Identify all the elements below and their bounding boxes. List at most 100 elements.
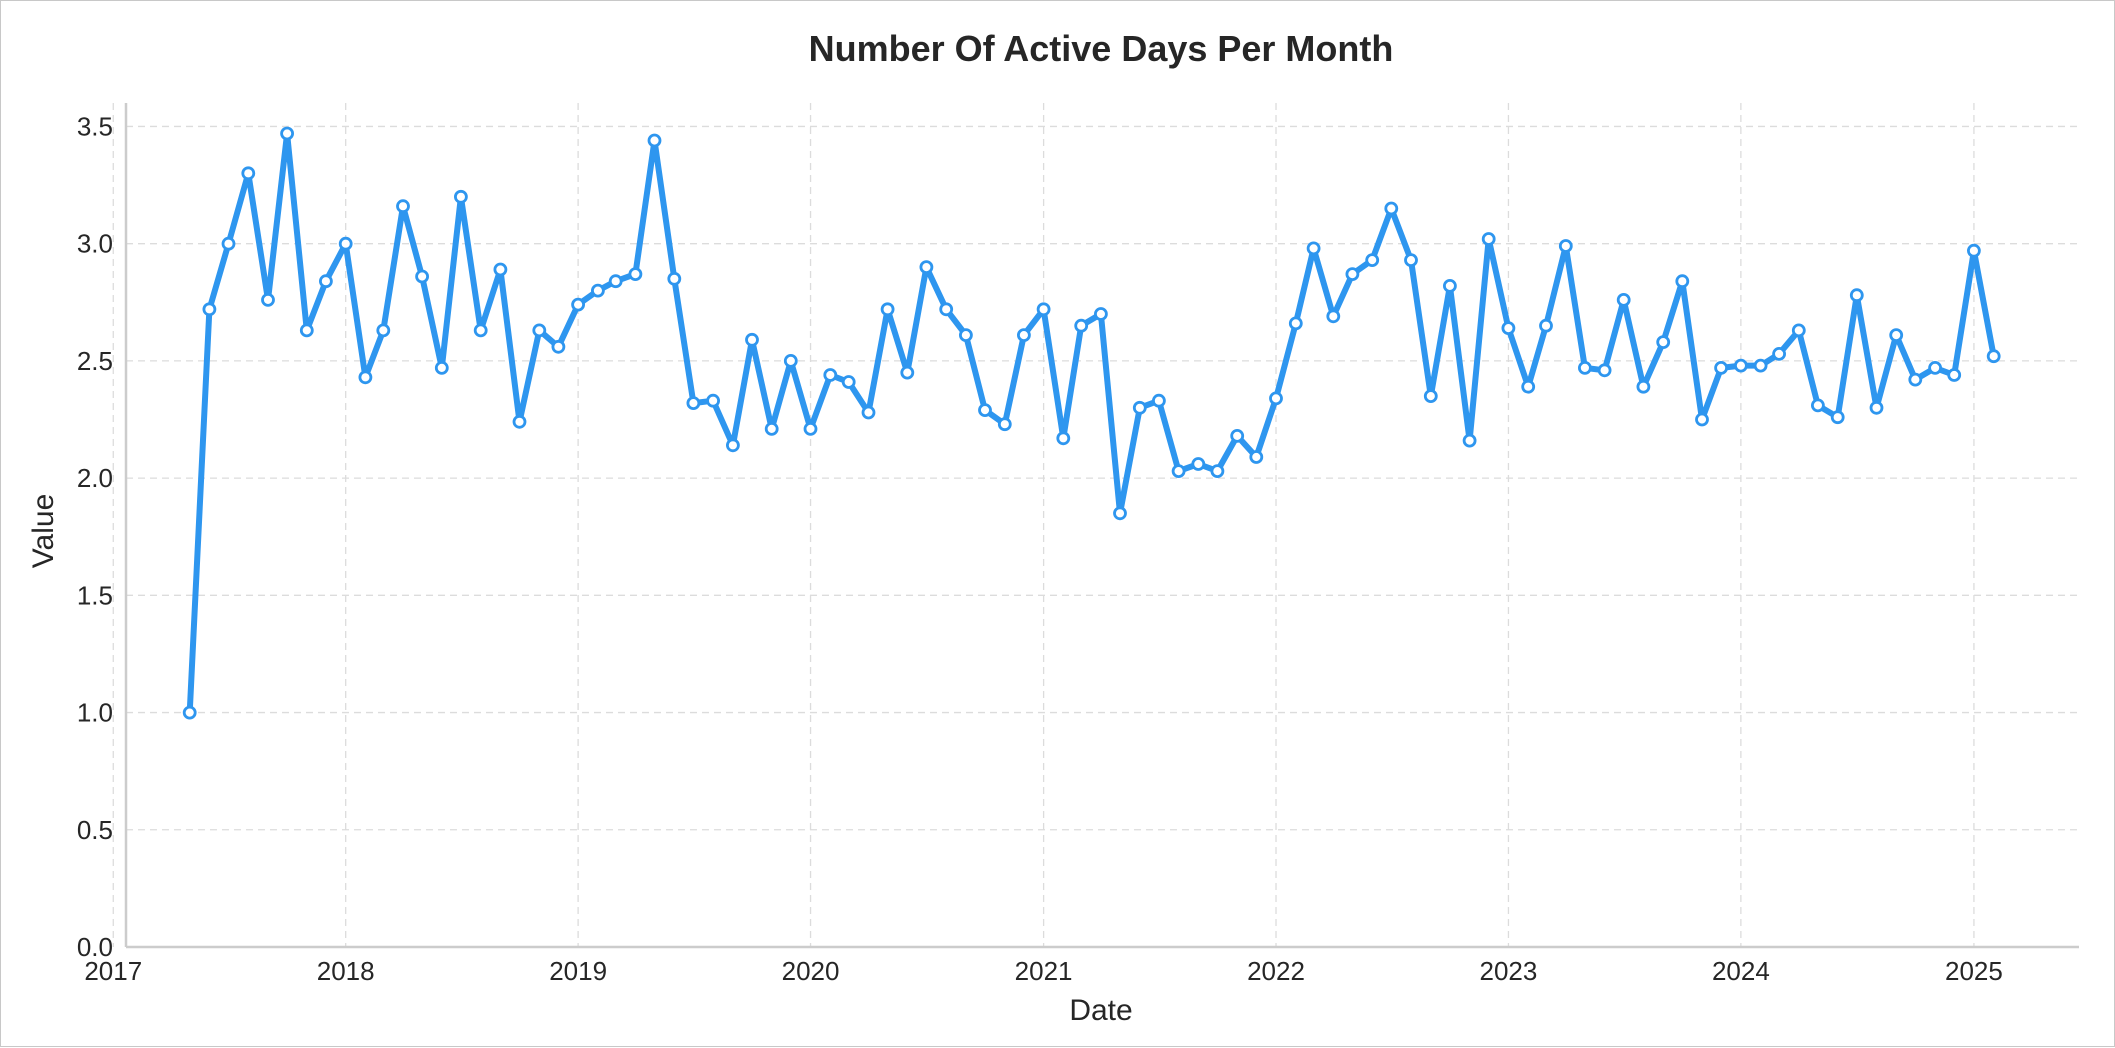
data-point bbox=[415, 269, 430, 284]
data-point bbox=[261, 292, 275, 307]
data-point bbox=[1423, 389, 1438, 404]
data-point bbox=[512, 414, 527, 429]
data-point bbox=[1947, 368, 1962, 382]
data-point bbox=[1889, 328, 1904, 343]
data-point bbox=[376, 323, 391, 338]
data-point bbox=[686, 396, 701, 411]
data-point bbox=[997, 417, 1012, 432]
y-tick-label: 1.0 bbox=[77, 698, 113, 728]
data-point bbox=[280, 126, 295, 141]
data-point bbox=[532, 323, 547, 338]
data-point bbox=[1811, 398, 1825, 413]
data-point bbox=[1306, 241, 1321, 256]
data-point bbox=[1345, 267, 1360, 282]
data-point bbox=[1986, 349, 2001, 364]
data-point bbox=[1869, 400, 1884, 415]
data-point bbox=[1132, 400, 1147, 415]
data-point bbox=[202, 302, 217, 317]
data-point bbox=[880, 302, 895, 317]
data-point bbox=[745, 332, 759, 347]
data-point bbox=[1365, 253, 1380, 268]
data-point bbox=[1443, 278, 1457, 293]
data-point bbox=[1094, 307, 1108, 321]
data-point bbox=[1675, 274, 1690, 289]
data-point bbox=[182, 705, 197, 720]
data-point bbox=[1616, 292, 1631, 307]
data-point bbox=[1036, 302, 1051, 317]
data-point bbox=[1830, 410, 1845, 425]
data-point bbox=[1772, 346, 1786, 361]
data-point bbox=[959, 328, 973, 343]
data-point bbox=[473, 323, 488, 338]
data-point bbox=[1636, 379, 1651, 394]
data-point bbox=[1384, 201, 1399, 216]
x-axis-label: Date bbox=[1069, 994, 1132, 1027]
data-point bbox=[1113, 506, 1127, 521]
data-point bbox=[1056, 431, 1071, 446]
data-point bbox=[1928, 360, 1942, 375]
data-point bbox=[221, 236, 236, 251]
data-point bbox=[1849, 288, 1864, 303]
data-point bbox=[939, 302, 954, 317]
data-point bbox=[1171, 464, 1186, 479]
data-point bbox=[1249, 450, 1264, 464]
data-point bbox=[434, 360, 449, 375]
data-point bbox=[1152, 393, 1166, 408]
data-point bbox=[1521, 379, 1536, 394]
data-point bbox=[608, 274, 623, 289]
x-tick-label: 2018 bbox=[317, 956, 375, 986]
data-point bbox=[919, 260, 934, 275]
data-point bbox=[1481, 232, 1496, 246]
x-tick-label: 2020 bbox=[782, 956, 840, 986]
data-point bbox=[1656, 335, 1671, 350]
data-point bbox=[861, 405, 876, 420]
data-point bbox=[299, 323, 314, 338]
data-point bbox=[1191, 457, 1206, 471]
y-tick-label: 1.5 bbox=[77, 580, 113, 610]
data-point bbox=[358, 370, 373, 385]
y-axis-label: Value bbox=[27, 494, 60, 569]
y-tick-label: 2.0 bbox=[77, 463, 113, 493]
x-tick-label: 2019 bbox=[549, 956, 607, 986]
data-point bbox=[1404, 253, 1418, 268]
y-tick-label: 0.5 bbox=[77, 815, 113, 845]
data-point bbox=[978, 403, 992, 418]
x-tick-label: 2025 bbox=[1945, 956, 2003, 986]
data-point bbox=[628, 267, 643, 282]
x-tick-label: 2021 bbox=[1015, 956, 1073, 986]
data-point bbox=[1908, 372, 1923, 387]
data-point bbox=[318, 274, 333, 289]
data-point bbox=[706, 393, 720, 408]
data-point bbox=[1597, 363, 1612, 378]
x-tick-label: 2022 bbox=[1247, 956, 1305, 986]
series bbox=[182, 126, 2001, 720]
x-tick-label: 2017 bbox=[84, 956, 142, 986]
data-point bbox=[1288, 316, 1303, 331]
data-point bbox=[647, 133, 662, 148]
data-point bbox=[571, 297, 585, 312]
data-point bbox=[453, 189, 468, 204]
chart-title: Number Of Active Days Per Month bbox=[809, 28, 1394, 69]
data-point bbox=[1462, 433, 1477, 448]
y-tick-label: 3.5 bbox=[77, 111, 113, 141]
data-point bbox=[1501, 321, 1516, 336]
data-point bbox=[241, 166, 256, 181]
data-point bbox=[1269, 391, 1283, 406]
x-tick-label: 2024 bbox=[1712, 956, 1770, 986]
data-point bbox=[338, 236, 353, 251]
x-tick-label: 2023 bbox=[1480, 956, 1538, 986]
data-point bbox=[1210, 464, 1225, 479]
data-point bbox=[1539, 318, 1553, 333]
data-point bbox=[1326, 309, 1341, 324]
data-point bbox=[726, 438, 740, 453]
series-line bbox=[186, 130, 1997, 716]
data-point bbox=[551, 339, 566, 354]
data-point bbox=[396, 199, 410, 214]
data-point bbox=[841, 375, 856, 389]
data-point bbox=[1074, 318, 1089, 333]
data-point bbox=[1967, 243, 1981, 258]
data-point bbox=[1017, 328, 1031, 343]
y-tick-label: 3.0 bbox=[77, 229, 113, 259]
